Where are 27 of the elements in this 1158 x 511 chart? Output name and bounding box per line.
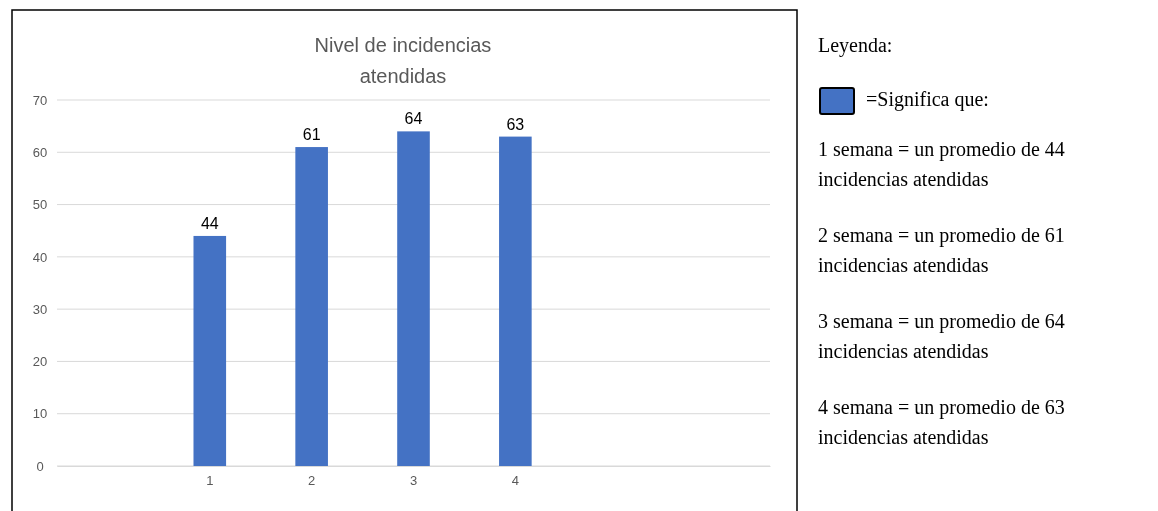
y-tick-label: 10 [32, 406, 48, 422]
y-tick-label: 20 [32, 354, 48, 370]
data-label: 63 [506, 115, 525, 133]
bar [193, 235, 227, 466]
y-tick-label: 50 [32, 197, 48, 213]
y-tick-label: 40 [32, 249, 48, 265]
x-tick-label: 2 [308, 473, 316, 489]
bar [397, 131, 430, 466]
y-tick-label: 30 [32, 301, 48, 317]
y-tick-label: 70 [32, 92, 48, 108]
chart-title: Nivel de incidencias atendidas [314, 34, 492, 87]
text: 4 semana = un promedio de 63 incidencias atendidas [818, 396, 1065, 448]
y-tick-label: 0 [36, 458, 44, 474]
data-label: 64 [404, 110, 423, 128]
bar [499, 136, 532, 466]
text: =Significa que: [866, 88, 989, 111]
text: Leyenda: [818, 34, 893, 57]
x-tick-label: 3 [409, 473, 418, 489]
text: 1 semana = un promedio de 44 incidencias atendidas [818, 138, 1065, 190]
data-label: 61 [302, 126, 321, 144]
text: 3 semana = un promedio de 64 incidencias atendidas [818, 310, 1065, 362]
x-tick-label: 1 [206, 473, 214, 489]
data-label: 44 [200, 214, 219, 232]
text: 2 semana = un promedio de 61 incidencias atendidas [818, 224, 1065, 276]
bar [295, 147, 328, 466]
x-tick-label: 4 [511, 473, 519, 489]
y-tick-label: 60 [32, 144, 48, 160]
